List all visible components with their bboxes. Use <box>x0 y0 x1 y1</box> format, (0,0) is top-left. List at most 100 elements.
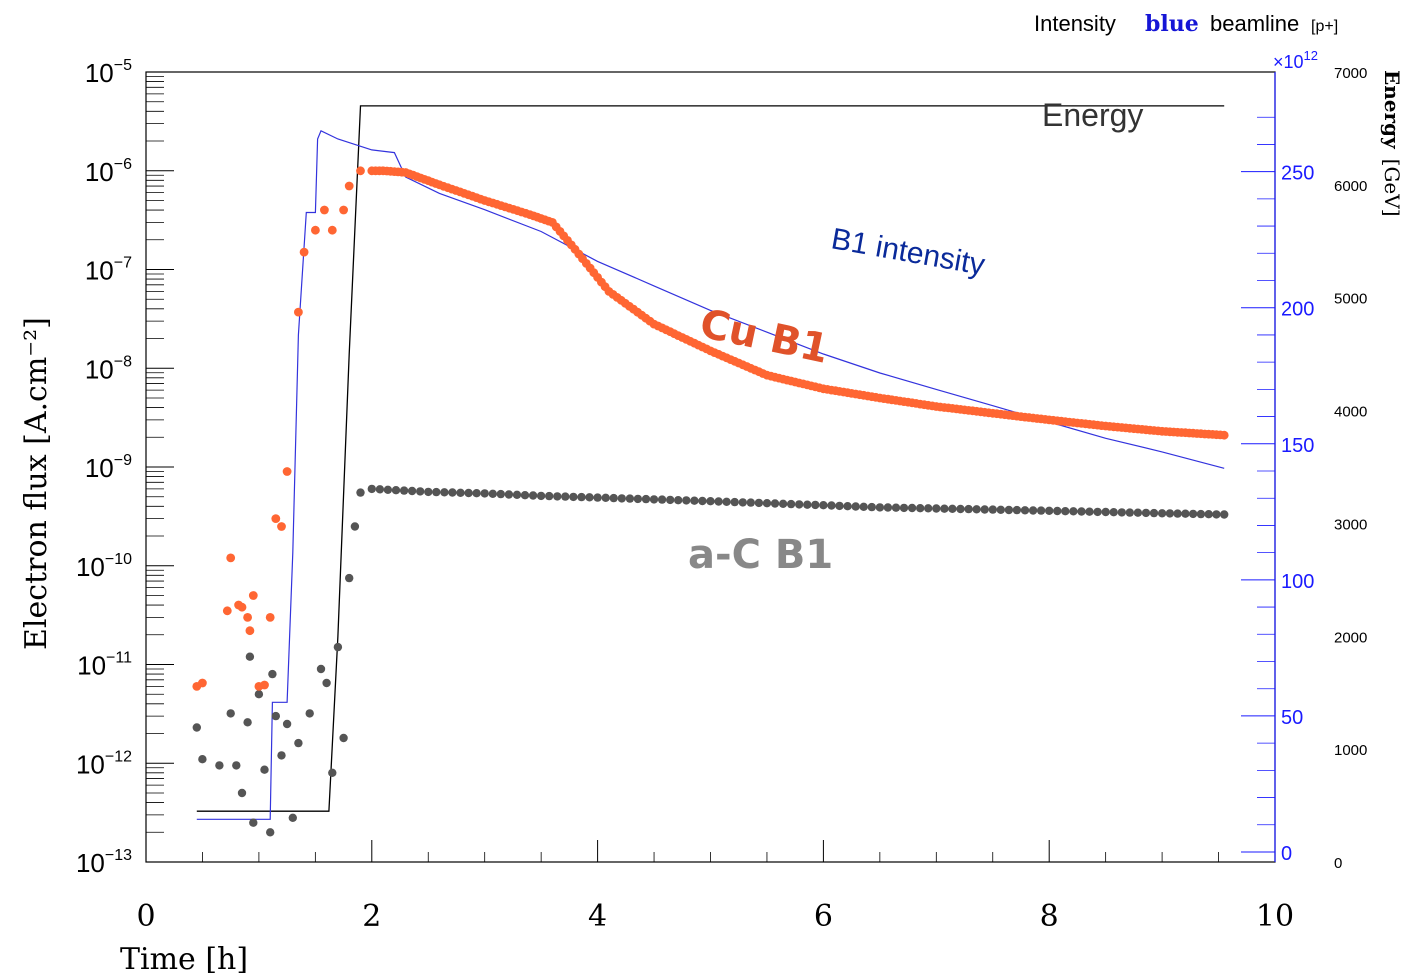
intensity-multiplier: ×1012 <box>1273 48 1318 72</box>
ac-b1-point <box>940 504 949 513</box>
ac-b1-point <box>714 497 723 506</box>
ac-b1-point <box>512 490 522 499</box>
plot-frame <box>145 71 1276 863</box>
energy-annotation: Energy <box>1042 97 1143 133</box>
ac-b1-point <box>980 505 989 514</box>
ac-b1-point <box>305 709 314 718</box>
ac-b1-point <box>996 505 1005 514</box>
ac-b1-point <box>1125 508 1135 517</box>
ac-b1-point <box>948 504 957 513</box>
ac-b1-point <box>1157 509 1167 518</box>
ac-b1-point <box>1149 508 1159 518</box>
cu-b1-point <box>282 467 292 476</box>
intensity-tick-label: 50 <box>1281 707 1303 729</box>
ac-b1-point <box>1061 507 1070 516</box>
ac-b1-annotation: a-C B1 <box>688 532 833 578</box>
y-tick-label: 10−11 <box>77 650 132 681</box>
ac-b1-point <box>722 497 731 506</box>
ac-b1-point <box>569 492 578 502</box>
header-suffix: beamline <box>1210 11 1299 36</box>
ac-b1-point <box>339 733 348 743</box>
ac-b1-point <box>682 496 691 505</box>
x-tick-label: 2 <box>362 899 381 934</box>
ac-b1-point <box>192 723 201 732</box>
ac-b1-point <box>891 503 901 512</box>
ac-b1-point <box>698 496 707 506</box>
ac-b1-point <box>811 500 820 510</box>
ac-b1-point <box>907 503 917 513</box>
ac-b1-point <box>316 664 326 674</box>
x-tick-label: 4 <box>588 899 607 934</box>
ac-b1-point <box>237 788 247 798</box>
cu-b1-point <box>237 602 247 612</box>
ac-b1-point <box>268 669 277 679</box>
ac-b1-point <box>690 496 699 505</box>
ac-b1-point <box>609 493 618 503</box>
ac-b1-point <box>399 486 409 495</box>
cu-b1-point <box>245 626 255 636</box>
energy-tick-label: 7000 <box>1334 65 1367 82</box>
ac-b1-point <box>282 719 292 729</box>
ac-b1-point <box>835 501 844 511</box>
ac-b1-point <box>706 497 715 506</box>
ac-b1-point <box>350 522 360 531</box>
cu-b1-point <box>226 553 236 563</box>
ac-b1-point <box>277 751 286 760</box>
cu-b1-point <box>339 205 348 215</box>
ac-b1-point <box>424 487 433 497</box>
ac-b1-point <box>625 494 635 503</box>
ac-b1-point <box>416 487 425 496</box>
cu-b1-point <box>294 307 303 317</box>
ac-b1-point <box>1101 507 1110 517</box>
ac-b1-point <box>1045 506 1054 515</box>
ac-b1-point <box>762 499 772 508</box>
ac-b1-point <box>964 504 973 514</box>
energy-tick-label: 4000 <box>1334 404 1367 421</box>
cu-b1-point <box>356 166 365 176</box>
ac-b1-point <box>577 492 586 502</box>
ac-b1-point <box>226 709 235 718</box>
ac-b1-point <box>271 711 280 721</box>
ac-b1-point <box>585 493 594 502</box>
x-tick-label: 10 <box>1256 899 1294 934</box>
ac-b1-point <box>851 502 860 511</box>
ac-b1-point <box>1196 509 1206 519</box>
ac-b1-point <box>232 761 241 770</box>
y-tick-label: 10−8 <box>85 353 132 384</box>
ac-b1-point <box>1085 507 1094 516</box>
ac-b1-point <box>1165 509 1175 518</box>
cu-b1-points <box>192 166 1229 691</box>
ac-b1-point <box>215 761 224 770</box>
y-tick-marks <box>146 71 174 863</box>
ac-b1-point <box>254 690 264 699</box>
ac-b1-point <box>956 504 965 514</box>
ac-b1-point <box>674 496 683 505</box>
ac-b1-points <box>192 484 1229 837</box>
ac-b1-point <box>883 503 893 512</box>
ac-b1-point <box>649 495 659 504</box>
ac-b1-point <box>1028 506 1038 515</box>
ac-b1-point <box>657 495 667 504</box>
energy-tick-label: 2000 <box>1334 629 1367 646</box>
ac-b1-point <box>738 498 747 507</box>
ac-b1-point <box>391 486 401 495</box>
ac-b1-point <box>601 493 610 502</box>
ac-b1-point <box>448 488 457 497</box>
ac-b1-point <box>464 488 473 498</box>
x-tick-labels: 0 2 4 6 8 10 <box>136 899 1294 934</box>
y-tick-label: 10−9 <box>85 452 132 483</box>
ac-b1-point <box>633 494 643 504</box>
y-tick-label: 10−5 <box>85 57 132 88</box>
y-tick-label: 10−13 <box>76 847 132 878</box>
ac-b1-point <box>778 499 788 508</box>
ac-b1-point <box>294 738 303 748</box>
ac-b1-point <box>754 498 764 508</box>
ac-b1-point <box>972 505 981 514</box>
cu-b1-point <box>327 225 337 235</box>
energy-tick-label: 1000 <box>1334 742 1367 759</box>
ac-b1-point <box>1109 508 1118 517</box>
intensity-tick-label: 0 <box>1281 843 1292 865</box>
ac-b1-point <box>1133 508 1143 517</box>
ac-b1-point <box>641 494 651 504</box>
